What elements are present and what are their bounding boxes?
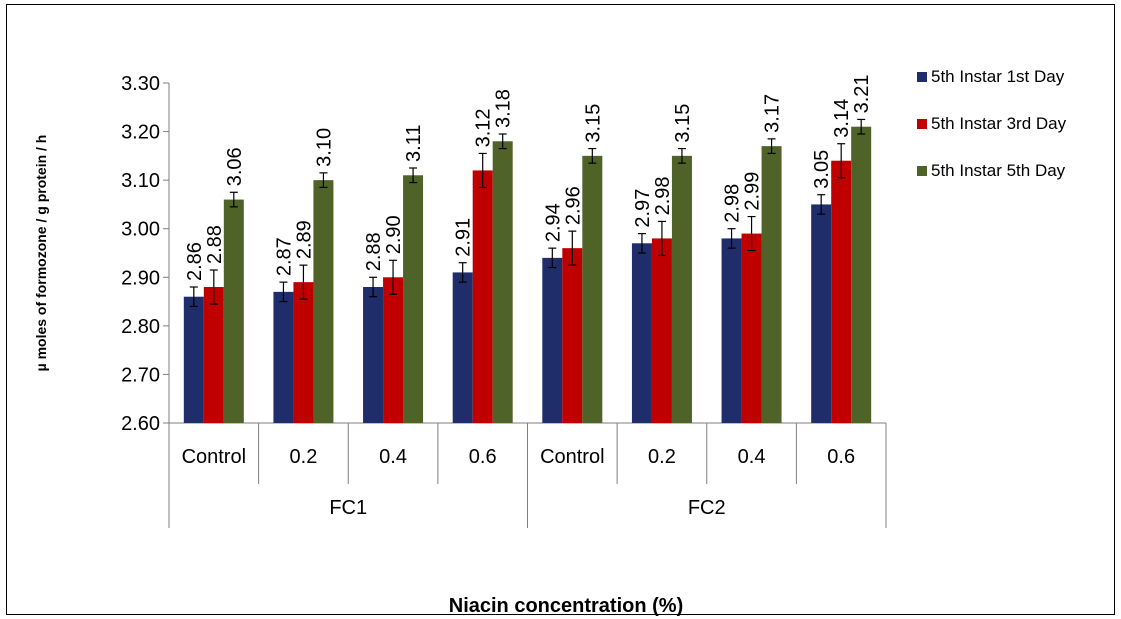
category-label: Control xyxy=(182,446,246,468)
bar xyxy=(492,141,513,424)
data-label: 2.96 xyxy=(562,186,584,225)
category-axis: Control 0.2 0.4 0.6 Control 0.2 0.4 0.6 FC1 FC2 xyxy=(168,423,887,528)
y-ticks: 2.60 2.70 2.80 2.90 3.00 3.10 3.20 3.30 xyxy=(121,73,169,435)
y-tick-label: 2.80 xyxy=(121,316,160,338)
bar xyxy=(631,243,652,423)
category-label: Control xyxy=(540,446,604,468)
data-label: 3.15 xyxy=(582,104,604,143)
bar xyxy=(452,272,473,423)
category-label: 0.6 xyxy=(469,446,497,468)
group-label: FC2 xyxy=(688,497,726,519)
legend-swatch xyxy=(917,72,927,82)
bar xyxy=(273,291,294,423)
legend-swatch xyxy=(917,119,927,129)
data-label: 2.87 xyxy=(273,237,295,276)
data-label: 3.15 xyxy=(672,104,694,143)
data-label: 2.88 xyxy=(204,225,226,264)
data-label: 3.14 xyxy=(831,99,853,138)
legend: 5th Instar 1st Day 5th Instar 3rd Day 5th … xyxy=(917,67,1067,180)
data-label: 2.88 xyxy=(363,232,385,271)
bar xyxy=(741,233,762,423)
bar xyxy=(831,160,852,423)
y-tick-label: 3.20 xyxy=(121,122,160,144)
bar xyxy=(293,282,314,423)
category-label: 0.2 xyxy=(290,446,318,468)
data-label: 2.90 xyxy=(383,215,405,254)
x-axis-title: Niacin concentration (%) xyxy=(449,595,683,617)
data-label: 3.21 xyxy=(851,74,873,113)
data-label: 3.18 xyxy=(493,89,515,128)
bar xyxy=(582,155,603,423)
data-label: 2.98 xyxy=(722,184,744,223)
data-label: 2.98 xyxy=(652,176,674,215)
legend-label: 5th Instar 3rd Day xyxy=(931,114,1067,133)
data-label: 2.99 xyxy=(742,172,764,211)
bar xyxy=(383,277,404,423)
y-tick-label: 3.10 xyxy=(121,170,160,192)
data-label: 3.17 xyxy=(762,94,784,133)
bar xyxy=(313,180,334,423)
category-label: 0.2 xyxy=(648,446,676,468)
data-label: 2.86 xyxy=(184,242,206,281)
bar xyxy=(761,146,782,423)
data-label: 3.10 xyxy=(313,128,335,167)
error-bars xyxy=(189,118,866,308)
bar xyxy=(562,248,583,423)
y-tick-label: 2.90 xyxy=(121,267,160,289)
category-label: 0.6 xyxy=(827,446,855,468)
bar xyxy=(721,238,742,423)
data-label: 3.12 xyxy=(473,108,495,147)
value-labels: 2.86 2.87 2.88 2.91 2.94 2.97 2.983.052.88 2.89… xyxy=(184,74,873,281)
category-label: 0.4 xyxy=(379,446,407,468)
bar xyxy=(542,257,563,423)
data-label: 3.06 xyxy=(224,147,246,186)
y-tick-label: 3.30 xyxy=(121,73,160,95)
bars xyxy=(183,126,872,424)
y-tick-label: 2.70 xyxy=(121,364,160,386)
y-tick-label: 2.60 xyxy=(121,413,160,435)
data-label: 3.05 xyxy=(811,150,833,189)
bar xyxy=(223,199,244,423)
data-label: 2.91 xyxy=(453,218,475,257)
legend-label: 5th Instar 5th Day xyxy=(931,161,1066,180)
data-label: 2.97 xyxy=(632,189,654,228)
bar xyxy=(651,238,672,423)
bar xyxy=(203,287,224,423)
bar xyxy=(671,155,692,423)
y-axis-title: µ moles of formozone / g protein / h xyxy=(33,135,49,372)
legend-label: 5th Instar 1st Day xyxy=(931,67,1065,86)
group-label: FC1 xyxy=(329,497,367,519)
category-label: 0.4 xyxy=(738,446,766,468)
data-label: 3.11 xyxy=(403,125,425,162)
bar xyxy=(472,170,493,423)
data-label: 2.89 xyxy=(293,220,315,259)
bar xyxy=(183,296,204,423)
legend-swatch xyxy=(917,166,927,176)
chart-frame xyxy=(6,4,1115,615)
bar xyxy=(851,126,872,423)
bar xyxy=(811,204,832,423)
y-tick-label: 3.00 xyxy=(121,219,160,241)
bar xyxy=(403,175,424,423)
bar xyxy=(363,287,384,423)
data-label: 2.94 xyxy=(542,203,564,242)
